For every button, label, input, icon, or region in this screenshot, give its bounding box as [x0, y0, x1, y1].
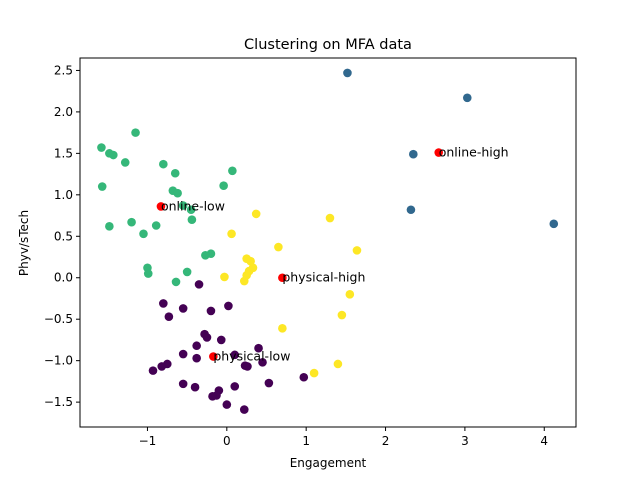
y-tick-label: 2.5: [54, 63, 73, 77]
point-physical-low: [178, 349, 188, 359]
point-online-low: [105, 222, 114, 231]
point-physical-low: [148, 366, 158, 375]
point-physical-low: [258, 358, 267, 367]
y-tick-label: −1.5: [44, 395, 73, 409]
chart-title: Clustering on MFA data: [244, 37, 412, 53]
x-tick-label: −1: [139, 434, 157, 448]
point-physical-low: [230, 382, 240, 391]
point-physical-low: [243, 362, 252, 371]
point-physical-high: [309, 368, 319, 378]
point-online-low: [171, 277, 181, 287]
point-physical-low: [178, 379, 188, 389]
point-online-high: [409, 149, 418, 159]
centroid-label-online-high: online-high: [439, 145, 509, 160]
point-online-low: [109, 150, 118, 160]
point-online-low: [186, 205, 196, 215]
point-physical-high: [352, 246, 362, 255]
y-tick-label: 0.0: [54, 271, 73, 285]
point-physical-low: [202, 333, 212, 342]
point-online-low: [151, 221, 161, 230]
point-physical-low: [264, 378, 274, 388]
point-online-low: [201, 251, 210, 260]
point-physical-low: [216, 335, 226, 345]
centroid-points: online-high online-low physical-high physic…: [156, 145, 509, 364]
point-online-low: [170, 168, 180, 178]
point-online-low: [228, 166, 237, 176]
centroid-label-physical-low: physical-low: [213, 349, 290, 364]
point-physical-low: [239, 405, 249, 414]
point-physical-low: [192, 353, 201, 363]
point-physical-low: [299, 372, 309, 382]
y-tick-label: 1.5: [54, 146, 73, 160]
point-physical-high: [251, 209, 261, 219]
point-online-high: [406, 205, 416, 215]
centroid-online-high: [434, 148, 444, 157]
x-tick-label: 1: [302, 434, 310, 448]
x-tick-label: 3: [461, 434, 469, 448]
point-physical-low: [230, 350, 240, 360]
point-online-low: [97, 143, 106, 152]
centroid-label-physical-high: physical-high: [282, 270, 365, 285]
point-physical-low: [254, 343, 263, 353]
y-tick-label: −1.0: [44, 354, 73, 368]
centroid-physical-low: [209, 352, 218, 361]
x-tick-label: 4: [540, 434, 548, 448]
point-physical-low: [224, 301, 233, 311]
point-physical-low: [222, 400, 232, 409]
point-physical-high: [220, 272, 229, 282]
point-physical-high: [227, 229, 236, 239]
point-physical-low: [208, 392, 217, 401]
x-tick-label: 2: [382, 434, 390, 448]
centroid-physical-high: [278, 273, 287, 283]
point-online-low: [131, 128, 140, 137]
y-tick-label: 1.0: [54, 188, 73, 202]
y-tick-label: 2.0: [54, 105, 73, 119]
centroid-online-low: [156, 202, 166, 211]
point-physical-low: [194, 280, 204, 289]
point-online-low: [159, 159, 168, 169]
point-online-low: [143, 269, 153, 278]
point-physical-low: [178, 304, 188, 313]
point-online-high: [462, 93, 472, 103]
point-physical-high: [239, 276, 249, 286]
axis-ticks: −1 0 1 2 3 4 −1.5 −1.0 −0.5 0.0 0.5 1.0 1.5 2.0 2.5: [44, 63, 548, 448]
point-online-low: [187, 215, 197, 224]
point-online-high: [343, 68, 352, 78]
point-online-low: [178, 201, 188, 210]
point-physical-low: [206, 306, 216, 316]
point-online-low: [120, 158, 130, 167]
point-physical-low: [159, 299, 168, 308]
point-online-low: [139, 229, 148, 239]
centroid-label-online-low: online-low: [161, 198, 225, 213]
point-physical-high: [345, 290, 355, 299]
point-online-low: [97, 182, 107, 191]
y-tick-label: −0.5: [44, 312, 73, 326]
point-physical-high: [337, 310, 347, 320]
point-online-high: [549, 219, 559, 229]
point-physical-high: [274, 242, 283, 252]
data-points: [97, 68, 559, 414]
point-online-low: [182, 267, 192, 277]
point-physical-low: [157, 362, 167, 371]
point-physical-low: [190, 382, 200, 392]
x-axis-label: Engagement: [290, 456, 367, 470]
y-axis-label: Phyv/sTech: [17, 210, 31, 276]
point-physical-high: [246, 256, 255, 266]
point-online-low: [219, 181, 228, 190]
y-tick-label: 0.5: [54, 229, 73, 243]
point-physical-high: [333, 359, 343, 369]
point-online-low: [127, 217, 136, 227]
point-physical-low: [164, 312, 174, 322]
x-tick-label: 0: [223, 434, 231, 448]
point-physical-high: [278, 324, 287, 333]
plot-frame: [79, 57, 577, 428]
point-physical-low: [192, 341, 201, 351]
point-online-low: [173, 188, 182, 198]
point-physical-high: [325, 213, 335, 223]
